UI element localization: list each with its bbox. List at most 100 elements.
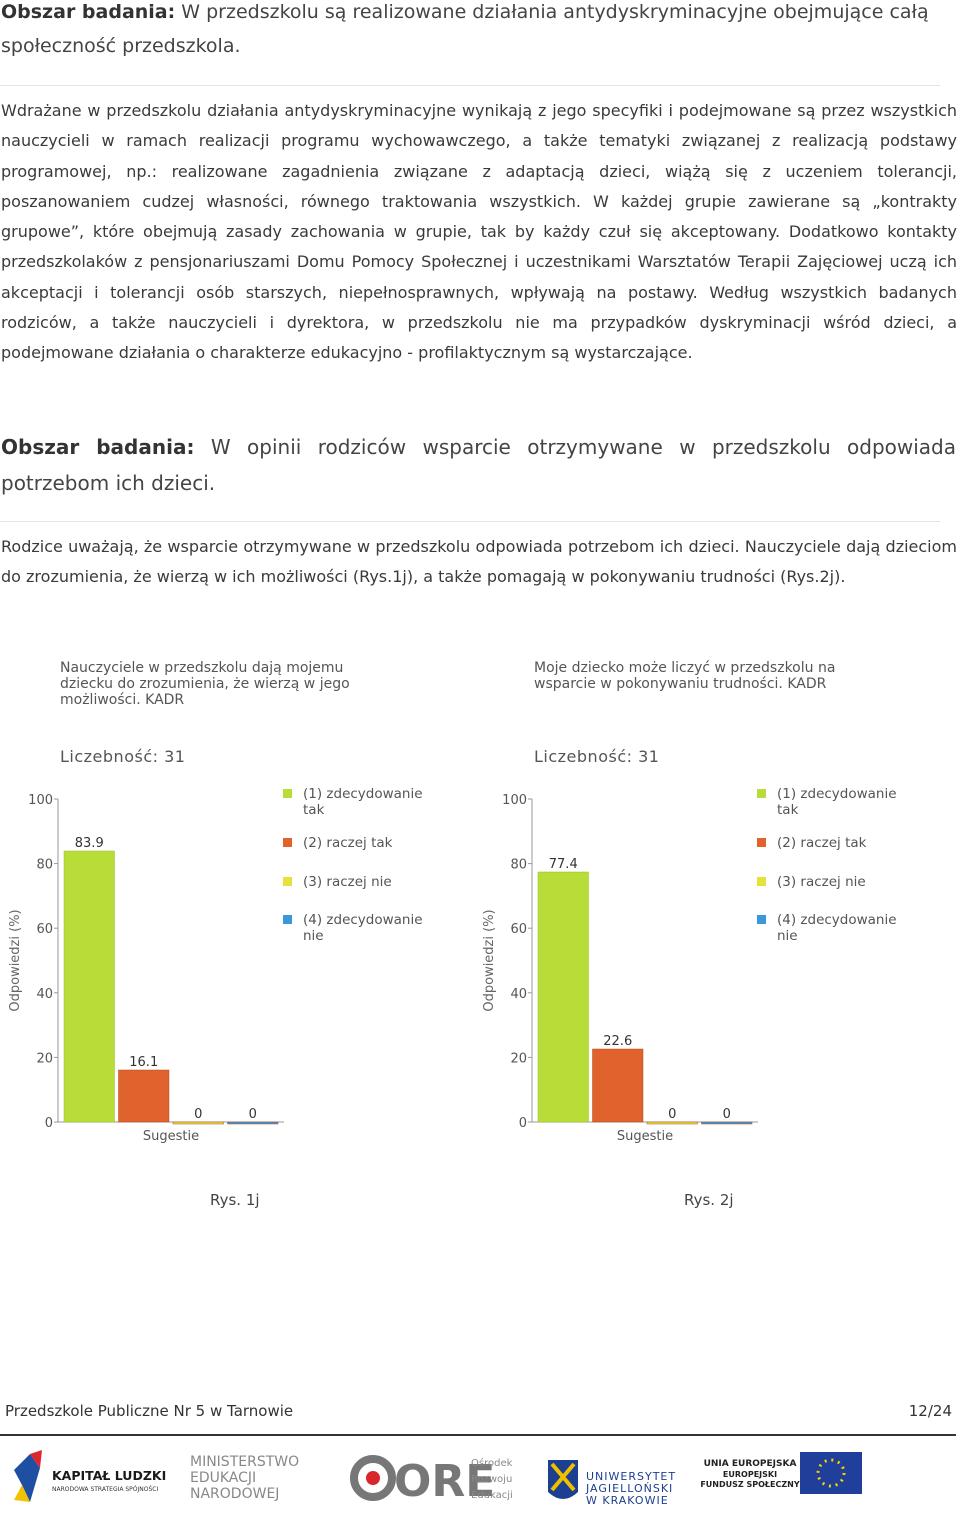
legend-item: (1) zdecydowanie tak	[757, 786, 907, 818]
bar	[118, 1069, 170, 1123]
legend-label: (4) zdecydowanie nie	[303, 912, 423, 944]
logo-text: UNIA EUROPEJSKA	[704, 1459, 797, 1469]
y-tick-label: 60	[36, 922, 53, 937]
logo-men: MINISTERSTWO EDUKACJI NARODOWEJ	[190, 1454, 299, 1502]
logo-text: EUROPEJSKI	[723, 1470, 777, 1479]
legend-item: (4) zdecydowanie nie	[757, 912, 907, 944]
bar	[646, 1121, 698, 1125]
logo-kapital-ludzki: KAPITAŁ LUDZKI NARODOWA STRATEGIA SPÓJNO…	[14, 1450, 166, 1502]
y-tick-label: 0	[45, 1116, 53, 1131]
footer-rule	[0, 1434, 956, 1436]
legend-label: (2) raczej tak	[303, 835, 393, 851]
bar	[227, 1121, 279, 1125]
logo-text: Edukacji	[471, 1490, 513, 1501]
x-tick-label: Sugestie	[143, 1129, 199, 1144]
data-label: 16.1	[129, 1055, 158, 1070]
logo-ore: ORE Ośrodek Rozwoju Edukacji	[350, 1455, 513, 1507]
footer-left: Przedszkole Publiczne Nr 5 w Tarnowie	[5, 1402, 294, 1420]
legend-label: (2) raczej tak	[777, 835, 867, 851]
chart-subtitle: Liczebność: 31	[534, 747, 660, 766]
legend-swatch	[283, 838, 292, 847]
bar	[63, 850, 115, 1123]
section-text: W opinii rodziców wsparcie otrzymywane w…	[1, 435, 957, 495]
section-label: Obszar badania:	[1, 1, 176, 23]
bar	[172, 1121, 224, 1125]
eu-flag	[800, 1452, 862, 1494]
logo-text: Ośrodek	[471, 1457, 513, 1469]
logo-text: ORE	[394, 1456, 495, 1507]
logo-uj: UNIWERSYTET JAGIELLOŃSKI W KRAKOWIE	[548, 1460, 675, 1507]
data-label: 0	[668, 1107, 676, 1122]
legend-swatch	[757, 838, 766, 847]
logo-shape	[14, 1454, 40, 1502]
bar	[701, 1121, 753, 1125]
logo-text: JAGIELLOŃSKI	[585, 1482, 673, 1495]
bar	[537, 871, 589, 1123]
paragraph: Rodzice uważają, że wsparcie otrzymywane…	[1, 537, 957, 587]
legend-item: (2) raczej tak	[757, 835, 907, 851]
legend-label: (4) zdecydowanie nie	[777, 912, 897, 944]
logo-text: W KRAKOWIE	[586, 1494, 669, 1507]
data-label: 83.9	[75, 836, 104, 851]
logo-text: KAPITAŁ LUDZKI	[52, 1468, 166, 1483]
legend-swatch	[283, 789, 292, 798]
separator	[0, 85, 940, 86]
data-label: 77.4	[549, 857, 578, 872]
legend-item: (3) raczej nie	[283, 874, 433, 890]
y-tick-label: 80	[36, 858, 53, 873]
legend-item: (3) raczej nie	[757, 874, 907, 890]
legend-swatch	[757, 877, 766, 886]
logo-text: Rozwoju	[471, 1474, 512, 1485]
data-label: 0	[723, 1107, 731, 1122]
paragraph: Wdrażane w przedszkolu działania antydys…	[1, 101, 957, 363]
logos: KAPITAŁ LUDZKI NARODOWA STRATEGIA SPÓJNO…	[14, 1450, 862, 1507]
chart-title: Moje dziecko może liczyć w przedszkolu n…	[534, 660, 836, 692]
logo-text: MINISTERSTWO	[190, 1454, 299, 1470]
logo-text: EDUKACJI	[190, 1470, 256, 1486]
logo-shape	[550, 1462, 576, 1492]
logo-text: NARODOWA STRATEGIA SPÓJNOŚCI	[52, 1486, 158, 1493]
data-label: 0	[249, 1107, 257, 1122]
plot: 0 20 40 60 80 100 Odpowiedzi (%) Sugestie 77.4 22…	[482, 793, 758, 1144]
y-tick-label: 40	[36, 987, 53, 1002]
legend-swatch	[283, 877, 292, 886]
chart-title: Nauczyciele w przedszkolu dają mojemu dz…	[60, 660, 350, 708]
legend-swatch	[757, 915, 766, 924]
legend-label: (1) zdecydowanie tak	[777, 786, 897, 818]
chart-subtitle: Liczebność: 31	[60, 747, 186, 766]
bar	[592, 1048, 644, 1123]
eu-stars	[816, 1458, 846, 1488]
footer-right: 12/24	[908, 1402, 952, 1420]
y-tick-label: 40	[510, 987, 527, 1002]
y-tick-label: 80	[510, 858, 527, 873]
y-tick-label: 100	[28, 793, 53, 808]
y-tick-label: 60	[510, 922, 527, 937]
legend-label: (3) raczej nie	[777, 874, 866, 890]
section-label: Obszar badania:	[1, 435, 195, 459]
logo-shape	[350, 1455, 396, 1501]
plot: 0 20 40 60 80 100 Odpowiedzi (%) Sugestie 83.9 16…	[8, 793, 284, 1144]
y-tick-label: 20	[510, 1051, 527, 1066]
legend-swatch	[283, 915, 292, 924]
data-label: 22.6	[603, 1034, 632, 1049]
legend-label: (3) raczej nie	[303, 874, 392, 890]
y-tick-label: 20	[36, 1051, 53, 1066]
section-header: Obszar badania: W opinii rodziców wsparc…	[1, 429, 956, 501]
separator	[0, 521, 940, 522]
legend-item: (1) zdecydowanie tak	[283, 786, 433, 818]
legend-item: (4) zdecydowanie nie	[283, 912, 433, 944]
legend-item: (2) raczej tak	[283, 835, 433, 851]
section-header: Obszar badania: W przedszkolu są realizo…	[1, 0, 941, 63]
caption: Rys. 1j	[210, 1191, 260, 1209]
logo-text: NARODOWEJ	[190, 1486, 279, 1502]
y-tick-label: 0	[519, 1116, 527, 1131]
data-label: 0	[194, 1107, 202, 1122]
chart: Moje dziecko może liczyć w przedszkolu n…	[474, 650, 944, 1150]
y-axis-label: Odpowiedzi (%)	[482, 909, 497, 1011]
logo-shape	[30, 1450, 42, 1468]
logo-shape	[366, 1471, 380, 1485]
caption: Rys. 2j	[684, 1191, 734, 1209]
logo-text: FUNDUSZ SPOŁECZNY	[700, 1480, 800, 1489]
legend-swatch	[757, 789, 766, 798]
